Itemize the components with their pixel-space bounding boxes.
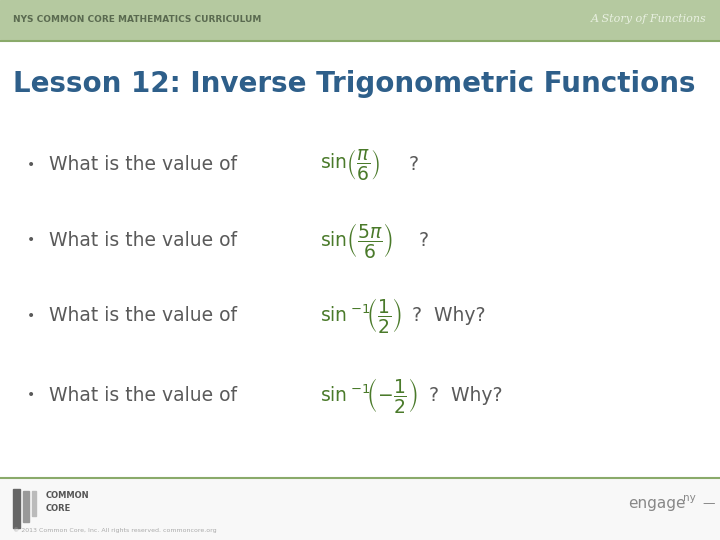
- Text: —: —: [702, 497, 714, 510]
- Text: $\mathbf{\sin}\!\left(\dfrac{5\pi}{6}\right)$: $\mathbf{\sin}\!\left(\dfrac{5\pi}{6}\ri…: [320, 221, 394, 260]
- Text: ny: ny: [683, 493, 696, 503]
- Text: CORE: CORE: [45, 504, 71, 513]
- Text: $\mathbf{\sin}\!\left(\dfrac{\pi}{6}\right)$: $\mathbf{\sin}\!\left(\dfrac{\pi}{6}\rig…: [320, 147, 381, 182]
- Text: Lesson 12: Inverse Trigonometric Functions: Lesson 12: Inverse Trigonometric Functio…: [13, 70, 696, 98]
- Text: •: •: [27, 309, 35, 323]
- Text: A Story of Functions: A Story of Functions: [591, 15, 707, 24]
- Text: What is the value of: What is the value of: [49, 386, 243, 405]
- Text: ?: ?: [419, 231, 429, 250]
- Text: ?  Why?: ? Why?: [412, 306, 485, 326]
- Text: © 2013 Common Core, Inc. All rights reserved. commoncore.org: © 2013 Common Core, Inc. All rights rese…: [13, 528, 217, 533]
- Text: •: •: [27, 158, 35, 172]
- Text: $\mathbf{\sin}^{-1}\!\left(\dfrac{1}{2}\right)$: $\mathbf{\sin}^{-1}\!\left(\dfrac{1}{2}\…: [320, 296, 402, 335]
- Text: What is the value of: What is the value of: [49, 155, 243, 174]
- Text: What is the value of: What is the value of: [49, 231, 243, 250]
- Text: •: •: [27, 233, 35, 247]
- Text: What is the value of: What is the value of: [49, 306, 243, 326]
- Text: engage: engage: [628, 496, 685, 511]
- Text: •: •: [27, 388, 35, 402]
- Text: $\mathbf{\sin}^{-1}\!\left(-\dfrac{1}{2}\right)$: $\mathbf{\sin}^{-1}\!\left(-\dfrac{1}{2}…: [320, 376, 418, 415]
- Text: ?  Why?: ? Why?: [429, 386, 503, 405]
- Text: ?: ?: [409, 155, 419, 174]
- Text: NYS COMMON CORE MATHEMATICS CURRICULUM: NYS COMMON CORE MATHEMATICS CURRICULUM: [13, 15, 261, 24]
- Text: COMMON: COMMON: [45, 491, 89, 500]
